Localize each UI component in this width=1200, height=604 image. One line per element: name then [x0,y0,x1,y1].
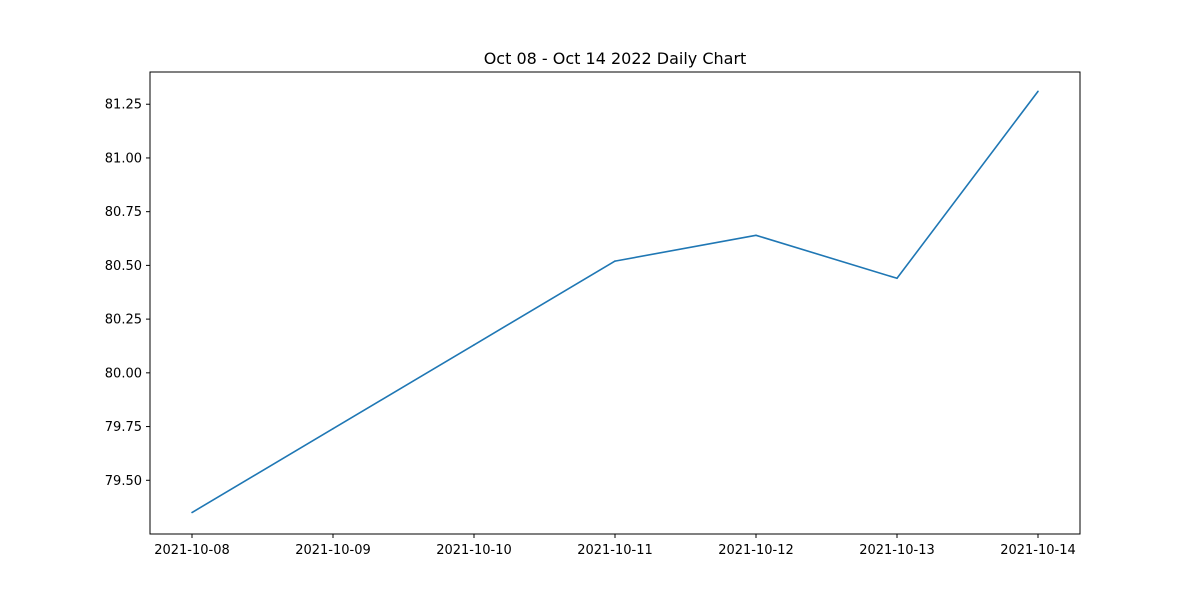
y-tick-label: 80.00 [105,366,142,381]
y-tick-label: 81.25 [105,98,142,113]
y-tick-label: 81.00 [105,151,142,166]
x-tick-label: 2021-10-12 [718,543,794,558]
y-tick-label: 79.75 [105,420,142,435]
chart-title: Oct 08 - Oct 14 2022 Daily Chart [484,49,747,68]
x-tick-label: 2021-10-14 [1000,543,1076,558]
series-line-0 [191,90,1039,514]
x-tick-label: 2021-10-13 [859,543,935,558]
data-point [755,234,757,237]
data-point [332,427,334,430]
plot-frame [149,71,1081,535]
data-point [896,277,898,280]
x-tick-label: 2021-10-09 [295,543,371,558]
x-tick-label: 2021-10-11 [577,543,653,558]
data-point [473,344,475,346]
y-tick-label: 79.50 [105,474,142,489]
y-tick-label: 80.50 [105,259,142,274]
x-tick-label: 2021-10-08 [154,543,230,558]
plot-area: 79.50 79.75 80.00 80.25 80.50 80.75 81.00 81.25… [105,71,1081,558]
data-point [614,260,616,262]
y-tick-label: 80.25 [105,313,142,328]
x-tick-label: 2021-10-10 [436,543,512,558]
data-point [191,511,193,514]
y-tick-label: 80.75 [105,205,142,220]
data-point [1037,90,1039,93]
